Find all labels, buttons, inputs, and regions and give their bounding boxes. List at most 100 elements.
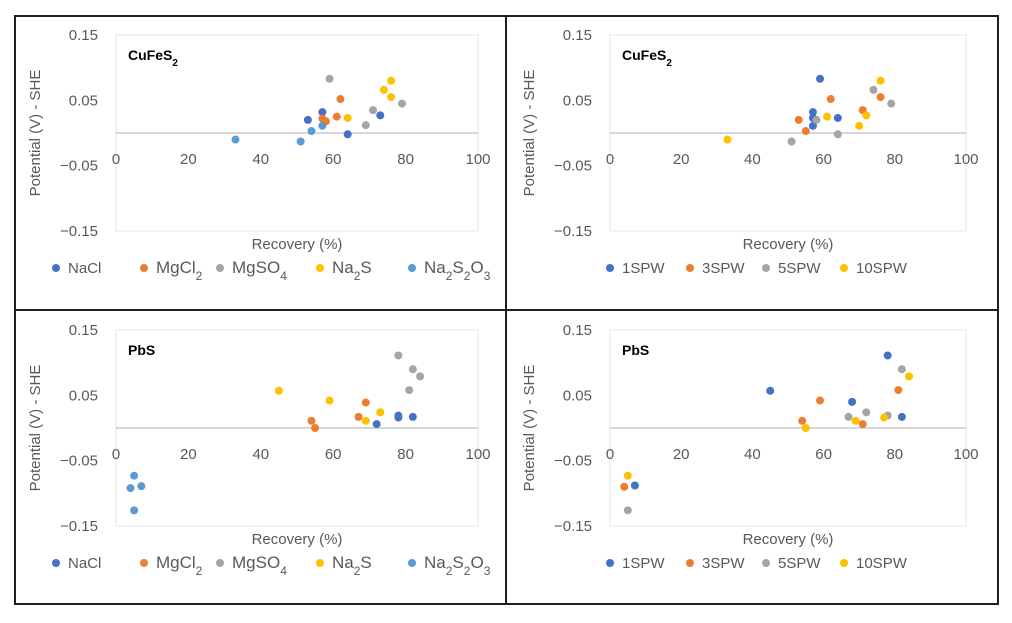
data-point-na2s <box>325 396 334 405</box>
data-point-5spw <box>897 365 906 374</box>
data-point-mgso4 <box>394 351 403 360</box>
y-tick-label: −0.05 <box>554 158 592 175</box>
data-point-mgcl2 <box>311 424 320 432</box>
data-point-5spw <box>787 137 796 146</box>
data-point-1spw <box>808 121 817 130</box>
data-point-nacl <box>318 108 327 117</box>
y-tick-label: 0.05 <box>69 387 98 404</box>
y-tick-label: 0.05 <box>563 92 592 109</box>
data-point-na2s <box>274 386 283 395</box>
data-point-5spw <box>623 506 632 515</box>
legend-label-mgso4: MgSO4 <box>232 553 287 578</box>
data-point-1spw <box>816 74 825 83</box>
x-tick-label: 20 <box>673 151 690 168</box>
y-tick-label: 0.05 <box>563 387 592 404</box>
data-point-na2s2o3 <box>231 135 240 144</box>
x-tick-label: 0 <box>606 151 614 168</box>
y-tick-label: 0.15 <box>563 27 592 44</box>
legend-label-5spw: 5SPW <box>778 555 821 572</box>
data-point-mgso4 <box>397 99 406 108</box>
data-point-3spw <box>801 127 810 136</box>
data-point-mgso4 <box>369 106 378 115</box>
legend-marker-nacl <box>52 264 60 272</box>
legend-label-5spw: 5SPW <box>778 260 821 277</box>
legend-marker-1spw <box>606 559 614 567</box>
chart-title: PbS <box>622 342 649 358</box>
legend-marker-5spw <box>762 559 770 567</box>
data-point-na2s2o3 <box>130 506 139 515</box>
data-point-nacl <box>408 412 417 421</box>
x-tick-label: 80 <box>397 151 414 168</box>
legend-marker-1spw <box>606 264 614 272</box>
y-axis-title: Potential (V) - SHE <box>27 365 44 492</box>
x-axis-title: Recovery (%) <box>252 531 343 548</box>
legend-label-1spw: 1SPW <box>622 555 665 572</box>
legend-label-10spw: 10SPW <box>856 555 908 572</box>
data-point-na2s <box>379 85 388 94</box>
data-point-5spw <box>869 85 878 94</box>
data-point-1spw <box>630 481 639 490</box>
data-point-mgcl2 <box>361 398 370 407</box>
legend-label-3spw: 3SPW <box>702 260 745 277</box>
legend-label-nacl: NaCl <box>68 260 101 277</box>
data-point-3spw <box>876 93 885 102</box>
x-axis-title: Recovery (%) <box>743 236 834 253</box>
x-tick-label: 100 <box>953 446 978 463</box>
x-tick-label: 80 <box>397 446 414 463</box>
x-tick-label: 20 <box>180 446 197 463</box>
data-point-na2s2o3 <box>130 471 139 480</box>
legend-label-na2s2o3: Na2S2O3 <box>424 553 491 578</box>
legend-marker-na2s2o3 <box>408 264 416 272</box>
y-axis-title: Potential (V) - SHE <box>521 70 538 197</box>
legend-marker-nacl <box>52 559 60 567</box>
panel-divider-horizontal <box>14 309 999 311</box>
legend-marker-na2s2o3 <box>408 559 416 567</box>
x-tick-label: 0 <box>112 151 120 168</box>
data-point-10spw <box>851 416 860 425</box>
data-point-10spw <box>862 111 871 120</box>
legend-marker-na2s <box>316 264 324 272</box>
data-point-1spw <box>848 397 857 406</box>
data-point-1spw <box>883 351 892 360</box>
y-tick-label: −0.05 <box>60 453 98 470</box>
data-point-3spw <box>826 95 835 104</box>
data-point-nacl <box>303 115 312 124</box>
x-axis-title: Recovery (%) <box>252 236 343 253</box>
data-point-10spw <box>876 76 885 85</box>
data-point-mgso4 <box>361 121 370 130</box>
legend-label-nacl: NaCl <box>68 555 101 572</box>
data-point-na2s <box>361 416 370 425</box>
data-point-nacl <box>394 411 403 420</box>
chart-title: CuFeS2 <box>128 47 178 69</box>
data-point-mgso4 <box>416 372 425 381</box>
y-tick-label: 0.15 <box>69 27 98 44</box>
x-tick-label: 0 <box>112 446 120 463</box>
x-tick-label: 40 <box>252 446 269 463</box>
x-tick-label: 20 <box>180 151 197 168</box>
x-tick-label: 0 <box>606 446 614 463</box>
x-tick-label: 40 <box>252 151 269 168</box>
y-tick-label: 0.05 <box>69 92 98 109</box>
data-point-10spw <box>905 372 914 381</box>
data-point-na2s <box>387 76 396 85</box>
x-tick-label: 60 <box>815 151 832 168</box>
data-point-10spw <box>723 135 732 144</box>
chart-pbs-spw: 0.15 0.05 −0.05 −0.15 0 20 40 60 80 100 Recovery (… <box>521 322 979 572</box>
legend-label-3spw: 3SPW <box>702 555 745 572</box>
chart-title: PbS <box>128 342 155 358</box>
data-point-10spw <box>823 112 832 121</box>
data-point-mgcl2 <box>354 412 363 421</box>
data-point-nacl <box>372 420 381 429</box>
y-tick-label: −0.05 <box>60 158 98 175</box>
legend-label-10spw: 10SPW <box>856 260 908 277</box>
data-point-nacl <box>376 111 385 120</box>
y-tick-label: −0.15 <box>60 223 98 240</box>
data-point-na2s2o3 <box>137 482 146 491</box>
data-point-10spw <box>623 471 632 480</box>
y-axis-title: Potential (V) - SHE <box>521 365 538 492</box>
chart-pbs-salts: 0.15 0.05 −0.05 −0.15 0 20 40 60 80 100 Recovery (… <box>27 322 491 578</box>
chart-cufes2-spw: 0.15 0.05 −0.05 −0.15 0 20 40 60 80 100 Recovery (… <box>521 27 979 277</box>
y-tick-label: −0.15 <box>60 518 98 535</box>
chart-cufes2-salts: 0.15 0.05 −0.05 −0.15 0 20 40 60 80 100 Recovery (… <box>27 27 491 283</box>
legend-marker-mgso4 <box>216 559 224 567</box>
